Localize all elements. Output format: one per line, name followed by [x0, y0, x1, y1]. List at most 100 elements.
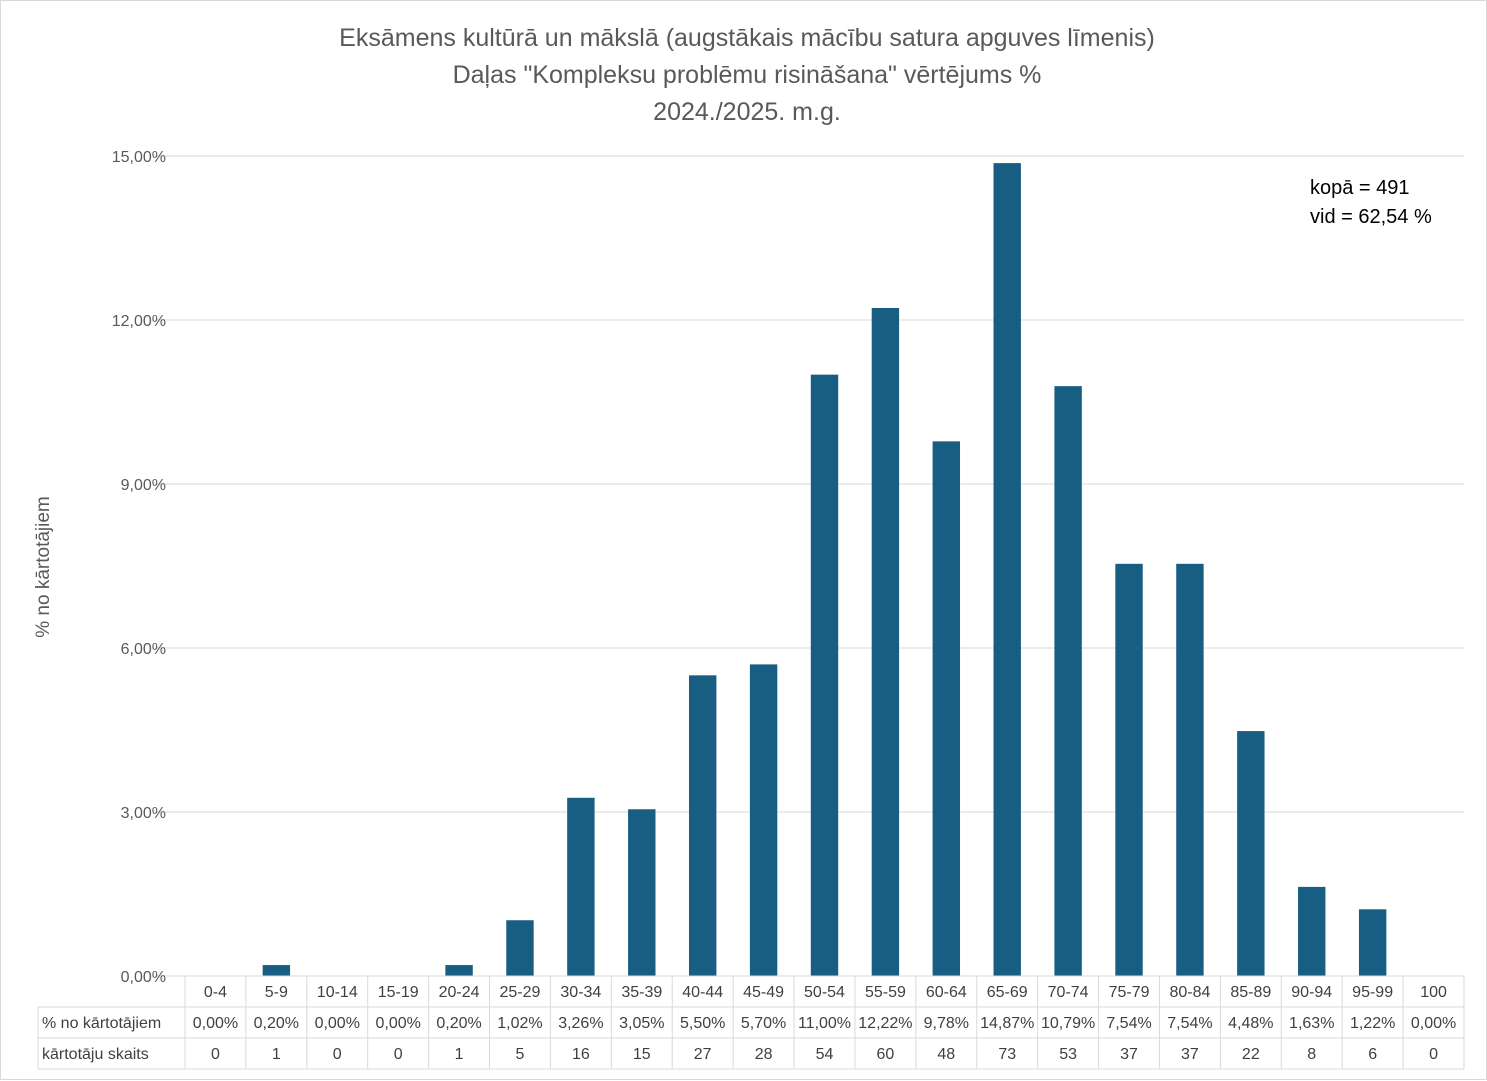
- data-table: 0-4 5-9 10-14 15-19 20-24 25-29 30-34 35-39 40-4…: [37, 975, 1465, 1070]
- bar-80-84: [1176, 563, 1204, 976]
- bar-45-49: [749, 664, 778, 976]
- y-tick-label: 6,00%: [121, 641, 166, 658]
- table-cell: 12,22%: [858, 1015, 912, 1032]
- table-cell: 0,00%: [315, 1015, 360, 1032]
- bar-85-89: [1237, 731, 1265, 976]
- y-tick-label: 12,00%: [112, 313, 166, 330]
- chart-title: Eksāmens kultūrā un mākslā (augstākais m…: [339, 24, 1155, 126]
- table-cell: 60: [877, 1046, 895, 1063]
- table-cell: 0,00%: [375, 1015, 420, 1032]
- category-label: 50-54: [804, 984, 845, 1001]
- bar-40-44: [688, 675, 717, 976]
- gridlines: [155, 155, 1464, 977]
- category-label: 10-14: [317, 984, 358, 1001]
- table-cell: 54: [816, 1046, 834, 1063]
- table-cell: 0: [211, 1046, 220, 1063]
- bar-5-9: [262, 965, 291, 976]
- annotation-average: vid = 62,54 %: [1310, 206, 1432, 228]
- table-cell: 0: [333, 1046, 342, 1063]
- table-cell: 5: [516, 1046, 525, 1063]
- category-label: 45-49: [743, 984, 784, 1001]
- category-label: 65-69: [987, 984, 1028, 1001]
- bar-55-59: [871, 307, 900, 976]
- table-cell: 11,00%: [798, 1015, 851, 1032]
- bar-25-29: [506, 920, 534, 976]
- table-cell: 0,00%: [193, 1015, 238, 1032]
- table-cell: 1,63%: [1289, 1015, 1334, 1032]
- table-cell: 1,02%: [497, 1015, 542, 1032]
- table-cell: 3,26%: [558, 1015, 603, 1032]
- bar-35-39: [628, 809, 656, 976]
- table-cell: 53: [1059, 1046, 1077, 1063]
- table-cell: 22: [1242, 1046, 1260, 1063]
- table-cell: 16: [572, 1046, 590, 1063]
- category-label: 80-84: [1169, 984, 1210, 1001]
- table-cell: 0: [1429, 1046, 1438, 1063]
- table-cell: 1,22%: [1350, 1015, 1395, 1032]
- category-label: 70-74: [1048, 984, 1089, 1001]
- table-cell: 10,79%: [1041, 1015, 1095, 1032]
- bar-30-34: [567, 797, 595, 976]
- bar-90-94: [1298, 886, 1326, 976]
- category-label: 30-34: [560, 984, 601, 1001]
- chart-title-line-2: Daļas "Kompleksu problēmu risināšana" vē…: [453, 61, 1042, 89]
- y-axis-label: % no kārtotājiem: [33, 496, 54, 638]
- category-label: 60-64: [926, 984, 967, 1001]
- bar-65-69: [993, 163, 1021, 976]
- category-label: 0-4: [204, 984, 227, 1001]
- chart-title-line-1: Eksāmens kultūrā un mākslā (augstākais m…: [339, 24, 1155, 52]
- category-label: 55-59: [865, 984, 906, 1001]
- bar-20-24: [445, 965, 473, 976]
- category-label: 100: [1420, 984, 1447, 1001]
- table-cell: 4,48%: [1228, 1015, 1273, 1032]
- chart-title-line-3: 2024./2025. m.g.: [653, 98, 841, 126]
- category-label: 15-19: [378, 984, 419, 1001]
- table-cell: 37: [1120, 1046, 1138, 1063]
- table-cell: 14,87%: [980, 1015, 1034, 1032]
- table-cell: 37: [1181, 1046, 1199, 1063]
- table-cell: 0: [394, 1046, 403, 1063]
- table-cell: 3,05%: [619, 1015, 664, 1032]
- table-cell: 73: [998, 1046, 1016, 1063]
- table-cell: 27: [694, 1046, 712, 1063]
- table-row-header: kārtotāju skaits: [42, 1046, 149, 1063]
- table-cell: 5,70%: [741, 1015, 786, 1032]
- table-cell: 9,78%: [924, 1015, 969, 1032]
- category-label: 90-94: [1291, 984, 1332, 1001]
- category-label: 75-79: [1109, 984, 1150, 1001]
- table-cell: 0,20%: [436, 1015, 481, 1032]
- y-tick-labels: 0,00% 3,00% 6,00% 9,00% 12,00% 15,00%: [112, 149, 166, 986]
- table-cell: 7,54%: [1167, 1015, 1212, 1032]
- bar-75-79: [1115, 563, 1143, 976]
- bar-70-74: [1054, 386, 1082, 976]
- y-tick-label: 0,00%: [121, 969, 166, 986]
- category-label: 95-99: [1352, 984, 1393, 1001]
- annotations: kopā = 491 vid = 62,54 %: [1310, 177, 1432, 228]
- table-cell: 15: [633, 1046, 651, 1063]
- category-label: 35-39: [621, 984, 662, 1001]
- table-cell: 48: [937, 1046, 955, 1063]
- table-cell: 0,20%: [254, 1015, 299, 1032]
- y-tick-label: 3,00%: [121, 805, 166, 822]
- bar-95-99: [1358, 909, 1387, 976]
- table-cell: 1: [272, 1046, 281, 1063]
- annotation-total: kopā = 491: [1310, 177, 1410, 199]
- category-label: 85-89: [1230, 984, 1271, 1001]
- table-cell: 5,50%: [680, 1015, 725, 1032]
- table-cell: 7,54%: [1106, 1015, 1151, 1032]
- table-cell: 8: [1307, 1046, 1316, 1063]
- bar-50-54: [810, 374, 839, 977]
- y-tick-label: 15,00%: [112, 149, 166, 166]
- category-label: 20-24: [439, 984, 480, 1001]
- y-tick-label: 9,00%: [121, 477, 166, 494]
- table-cell: 0,00%: [1411, 1015, 1456, 1032]
- category-label: 5-9: [265, 984, 288, 1001]
- table-row-header: % no kārtotājiem: [42, 1015, 161, 1032]
- bars: [262, 163, 1387, 977]
- table-cell: 28: [755, 1046, 773, 1063]
- category-label: 40-44: [682, 984, 723, 1001]
- bar-60-64: [932, 441, 961, 976]
- table-cell: 6: [1368, 1046, 1377, 1063]
- table-cell: 1: [455, 1046, 464, 1063]
